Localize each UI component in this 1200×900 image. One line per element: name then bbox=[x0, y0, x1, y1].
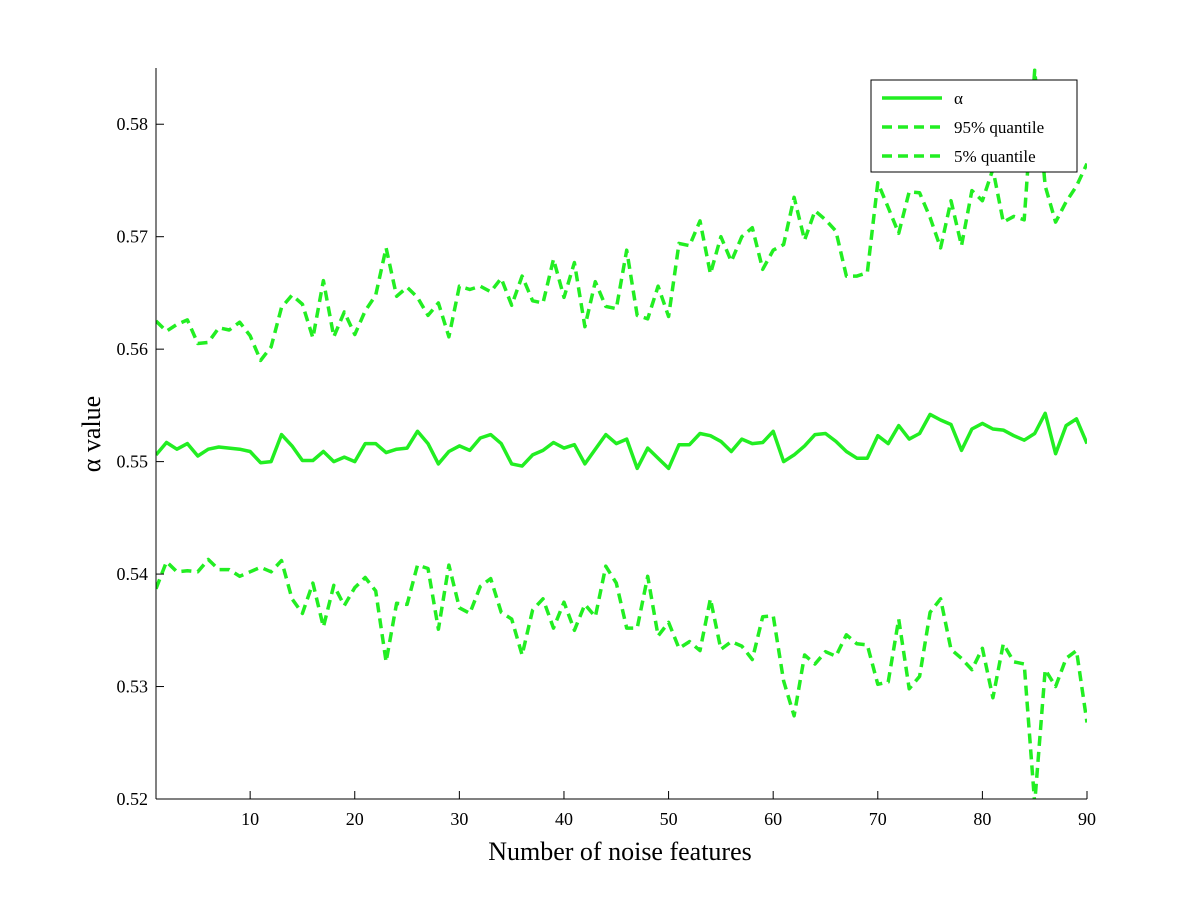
series-line-1 bbox=[156, 68, 1087, 363]
y-tick-label: 0.55 bbox=[117, 452, 149, 472]
y-tick-label: 0.56 bbox=[117, 339, 149, 359]
y-axis-title: α value bbox=[77, 396, 106, 472]
x-axis-title: Number of noise features bbox=[488, 837, 752, 866]
x-tick-label: 50 bbox=[660, 809, 678, 829]
x-tick-label: 20 bbox=[346, 809, 364, 829]
series-line-0 bbox=[156, 411, 1087, 471]
y-tick-label: 0.58 bbox=[117, 114, 149, 134]
x-tick-label: 90 bbox=[1078, 809, 1096, 829]
x-tick-label: 10 bbox=[241, 809, 259, 829]
legend-label-2: 5% quantile bbox=[954, 147, 1036, 166]
x-tick-label: 60 bbox=[764, 809, 782, 829]
x-tick-label: 30 bbox=[450, 809, 468, 829]
legend-label-1: 95% quantile bbox=[954, 118, 1044, 137]
y-tick-label: 0.53 bbox=[117, 677, 149, 697]
y-tick-label: 0.54 bbox=[117, 564, 149, 584]
ticks-layer: 10 20 30 40 50 60 70 80 90 0.52 0.53 0.54 0.55 0.56 0.… bbox=[117, 114, 1097, 829]
x-tick-label: 80 bbox=[973, 809, 991, 829]
legend: α 95% quantile 5% quantile bbox=[870, 79, 1078, 173]
x-tick-label: 40 bbox=[555, 809, 573, 829]
x-tick-label: 70 bbox=[869, 809, 887, 829]
legend-label-0: α bbox=[954, 89, 963, 108]
plot-area bbox=[156, 68, 1087, 799]
y-tick-label: 0.57 bbox=[117, 227, 149, 247]
series-layer bbox=[156, 68, 1087, 799]
legend-items: α 95% quantile 5% quantile bbox=[882, 89, 1044, 166]
y-tick-label: 0.52 bbox=[117, 789, 149, 809]
